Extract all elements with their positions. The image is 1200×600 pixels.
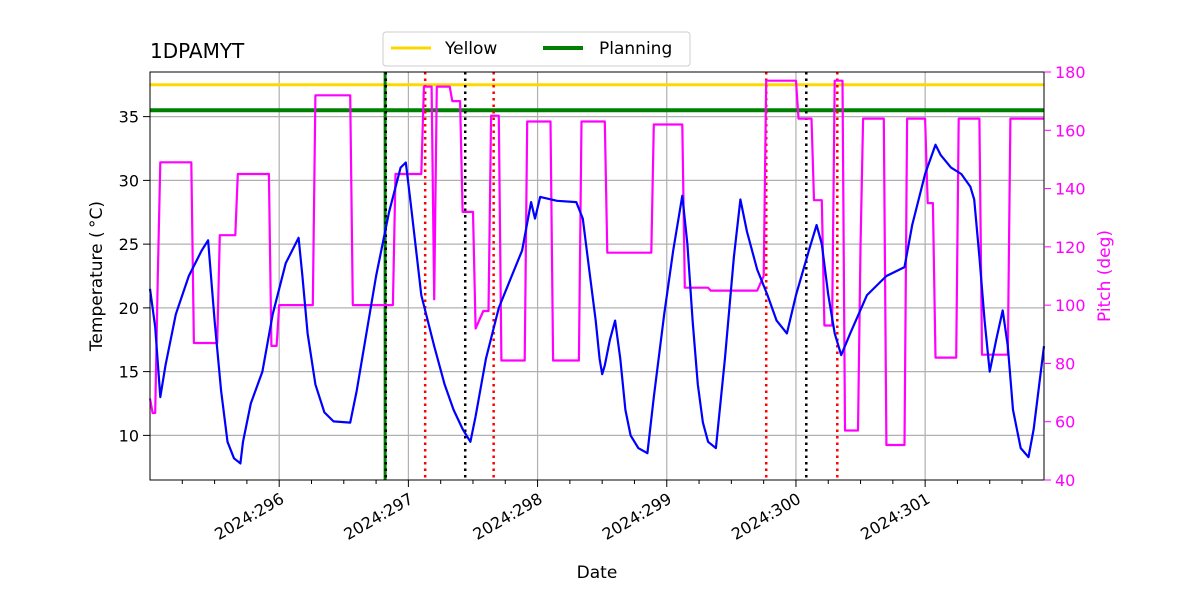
y-tick-label-2: 20 [119, 299, 139, 318]
legend-label-yellow: Yellow [444, 39, 497, 59]
y2-tick-label-1: 60 [1055, 413, 1075, 432]
y2-tick-label-2: 80 [1055, 354, 1075, 373]
y2-tick-label-3: 100 [1055, 296, 1086, 315]
legend-label-planning: Planning [599, 39, 672, 59]
series-line-pitch [148, 79, 1044, 447]
data-series [148, 79, 1046, 465]
legend: Yellow Planning [382, 31, 691, 67]
y-axis-label: Temperature ( °C) [87, 201, 107, 352]
y-tick-label-3: 25 [119, 235, 139, 254]
y-tick-label-0: 10 [119, 426, 139, 445]
axes-frame [149, 71, 1045, 481]
y2-tick-label-0: 40 [1055, 471, 1075, 490]
chart-title: 1DPAMYT [150, 39, 245, 63]
y2-axis-label: Pitch (deg) [1095, 230, 1115, 322]
y2-tick-label-7: 180 [1055, 63, 1086, 82]
grid-lines [150, 72, 1044, 480]
legend-box [382, 31, 691, 67]
y-tick-label-5: 35 [119, 108, 139, 127]
event-lines [383, 72, 839, 480]
threshold-lines [150, 83, 1044, 113]
y2-tick-label-6: 160 [1055, 121, 1086, 140]
y-tick-label-1: 15 [119, 363, 139, 382]
y2-tick-label-5: 140 [1055, 180, 1086, 199]
y2-tick-label-4: 120 [1055, 238, 1086, 257]
x-axis-label: Date [577, 563, 618, 583]
series-line-temperature [148, 143, 1046, 465]
y-tick-label-4: 30 [119, 171, 139, 190]
